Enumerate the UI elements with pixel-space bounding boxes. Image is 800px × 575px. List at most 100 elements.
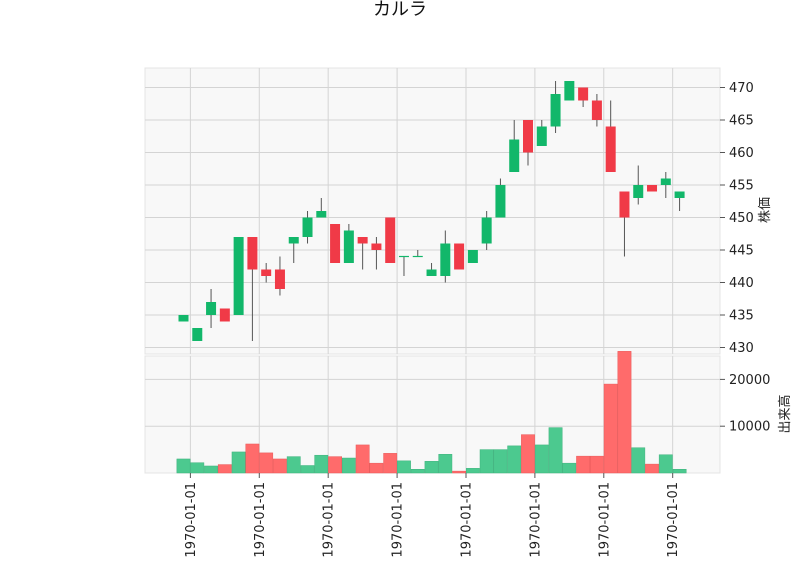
volume-bar [314, 454, 329, 474]
volume-bar [658, 454, 673, 474]
price-x-gridlines [189, 68, 674, 354]
candle [330, 224, 341, 263]
volume-bar [369, 462, 384, 474]
price-axis: 430 435 440 445 450 455 460 465 470 [720, 81, 754, 356]
candle [633, 165, 644, 205]
price-tick-label: 450 [729, 211, 754, 226]
price-tick-label: 445 [729, 244, 754, 259]
volume-bar [645, 463, 659, 474]
candle [247, 237, 258, 341]
volume-bar [548, 427, 563, 474]
volume-bar [300, 465, 315, 474]
volume-bar [631, 447, 646, 474]
candle-body [330, 224, 341, 263]
candle-body [523, 120, 533, 153]
volume-bar [672, 469, 687, 474]
volume-bar [603, 383, 618, 474]
candle-body [288, 237, 299, 244]
candle-body [412, 255, 423, 258]
volume-bar [273, 458, 287, 474]
candle [674, 191, 685, 211]
volume-tick-label: 10000 [729, 420, 770, 435]
candles [178, 81, 685, 341]
price-tick-label: 435 [729, 309, 754, 324]
candle-body [674, 191, 685, 198]
candle [481, 211, 492, 250]
chart-title: カルラ [373, 0, 427, 20]
candle-body [316, 211, 327, 218]
volume-bar [534, 444, 549, 474]
candle-body [536, 126, 547, 146]
price-tick-label: 465 [729, 114, 754, 129]
candle [647, 185, 658, 192]
candle [495, 178, 506, 218]
candle-body [495, 185, 506, 218]
volume-bar [410, 469, 425, 474]
candle-body [302, 217, 313, 237]
candle-body [233, 237, 244, 315]
price-tick-label: 430 [729, 341, 754, 356]
candle-body [357, 237, 368, 244]
candle [343, 224, 354, 263]
price-panel-background [144, 67, 721, 355]
candle-body [647, 185, 658, 192]
x-axis: 1970-01-01 1970-01-01 1970-01-01 1970-01-01… [184, 473, 681, 558]
candle-body [371, 243, 382, 250]
candle-body [633, 185, 644, 198]
volume-bar [438, 454, 453, 474]
volume-bar [424, 461, 439, 474]
volume-bar [465, 468, 480, 474]
candle-body [550, 94, 561, 127]
x-tick-label: 1970-01-01 [528, 482, 543, 558]
candle-body [343, 230, 354, 263]
candle-body [454, 243, 465, 270]
candle-body [467, 250, 478, 263]
volume-bar [204, 465, 218, 474]
price-tick-label: 440 [729, 276, 754, 291]
candle-body [178, 315, 189, 322]
candle [660, 172, 671, 198]
candle-body [274, 269, 285, 289]
price-tick-label: 460 [729, 146, 754, 161]
price-tick-label: 470 [729, 81, 754, 96]
candle-body [385, 217, 396, 263]
candle-body [481, 217, 492, 244]
volume-bar [355, 444, 370, 474]
candle [509, 120, 520, 172]
candle-body [578, 87, 589, 101]
candle [578, 87, 589, 107]
candle [316, 198, 327, 218]
volume-bar [452, 470, 467, 474]
candle [288, 237, 299, 263]
candle-body [192, 328, 203, 341]
volume-axis-label: 出来高 [777, 394, 793, 433]
candle [371, 237, 382, 270]
volume-bar [217, 464, 232, 474]
volume-bar [397, 460, 411, 474]
candle [261, 263, 272, 283]
candle [550, 81, 561, 133]
candle [357, 237, 368, 270]
volume-bar [479, 449, 494, 474]
x-tick-label: 1970-01-01 [666, 482, 681, 558]
price-panel: 430 435 440 445 450 455 460 465 470 株価 [144, 67, 773, 356]
x-tick-label: 1970-01-01 [184, 482, 199, 558]
volume-bar [231, 451, 246, 474]
candle [467, 250, 478, 263]
candle [454, 243, 465, 270]
candle [440, 230, 451, 283]
candle [536, 120, 547, 146]
x-tick-label: 1970-01-01 [322, 482, 337, 558]
candle [219, 308, 230, 322]
volume-bar [590, 455, 604, 474]
volume-bar [259, 452, 274, 474]
x-tick-label: 1970-01-01 [391, 482, 406, 558]
candle [564, 81, 575, 101]
candle-body [509, 139, 520, 172]
volume-tick-label: 20000 [729, 373, 770, 388]
candle-body [261, 269, 272, 276]
candle [385, 217, 396, 263]
volume-bar [576, 455, 591, 474]
volume-bar [521, 434, 535, 474]
